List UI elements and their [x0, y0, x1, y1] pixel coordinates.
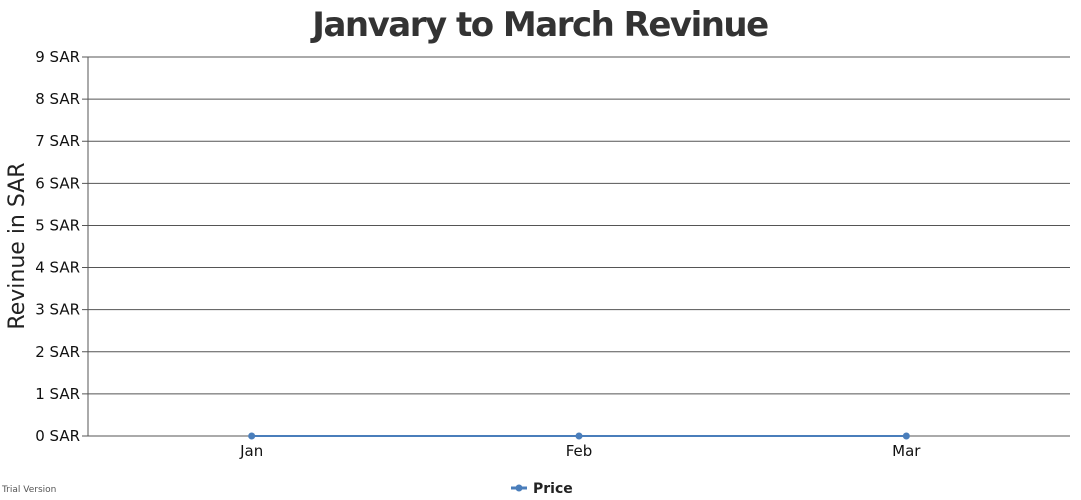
data-point[interactable] [575, 432, 583, 440]
chart-title: Janvary to March Revinue [310, 5, 768, 45]
y-tick-label: 3 SAR [35, 301, 80, 319]
data-point[interactable] [248, 432, 256, 440]
x-tick-label: Feb [566, 442, 593, 460]
y-tick-label: 0 SAR [35, 427, 80, 445]
data-point[interactable] [902, 432, 910, 440]
y-axis-label: Revinue in SAR [5, 162, 30, 329]
x-axis-ticks: Jan Feb Mar [239, 442, 921, 460]
series-layer [248, 432, 910, 440]
y-tick-label: 8 SAR [35, 90, 80, 108]
y-tick-label: 9 SAR [35, 48, 80, 66]
y-tick-label: 4 SAR [35, 259, 80, 277]
y-tick-label: 5 SAR [35, 216, 80, 234]
y-tick-label: 1 SAR [35, 385, 80, 403]
y-tick-label: 2 SAR [35, 343, 80, 361]
y-tick-label: 6 SAR [35, 174, 80, 192]
y-axis-ticks: 0 SAR 1 SAR 2 SAR 3 SAR 4 SAR 5 SAR 6 SAR 7 SAR… [35, 48, 80, 445]
x-tick-label: Mar [892, 442, 921, 460]
y-tick-label: 7 SAR [35, 132, 80, 150]
legend-label-price: Price [533, 481, 573, 497]
gridlines [82, 56, 1070, 437]
trial-version-watermark: Trial Version [2, 485, 57, 495]
legend[interactable]: Price [511, 481, 573, 497]
x-tick-label: Jan [239, 442, 263, 460]
legend-swatch-marker [515, 484, 523, 492]
